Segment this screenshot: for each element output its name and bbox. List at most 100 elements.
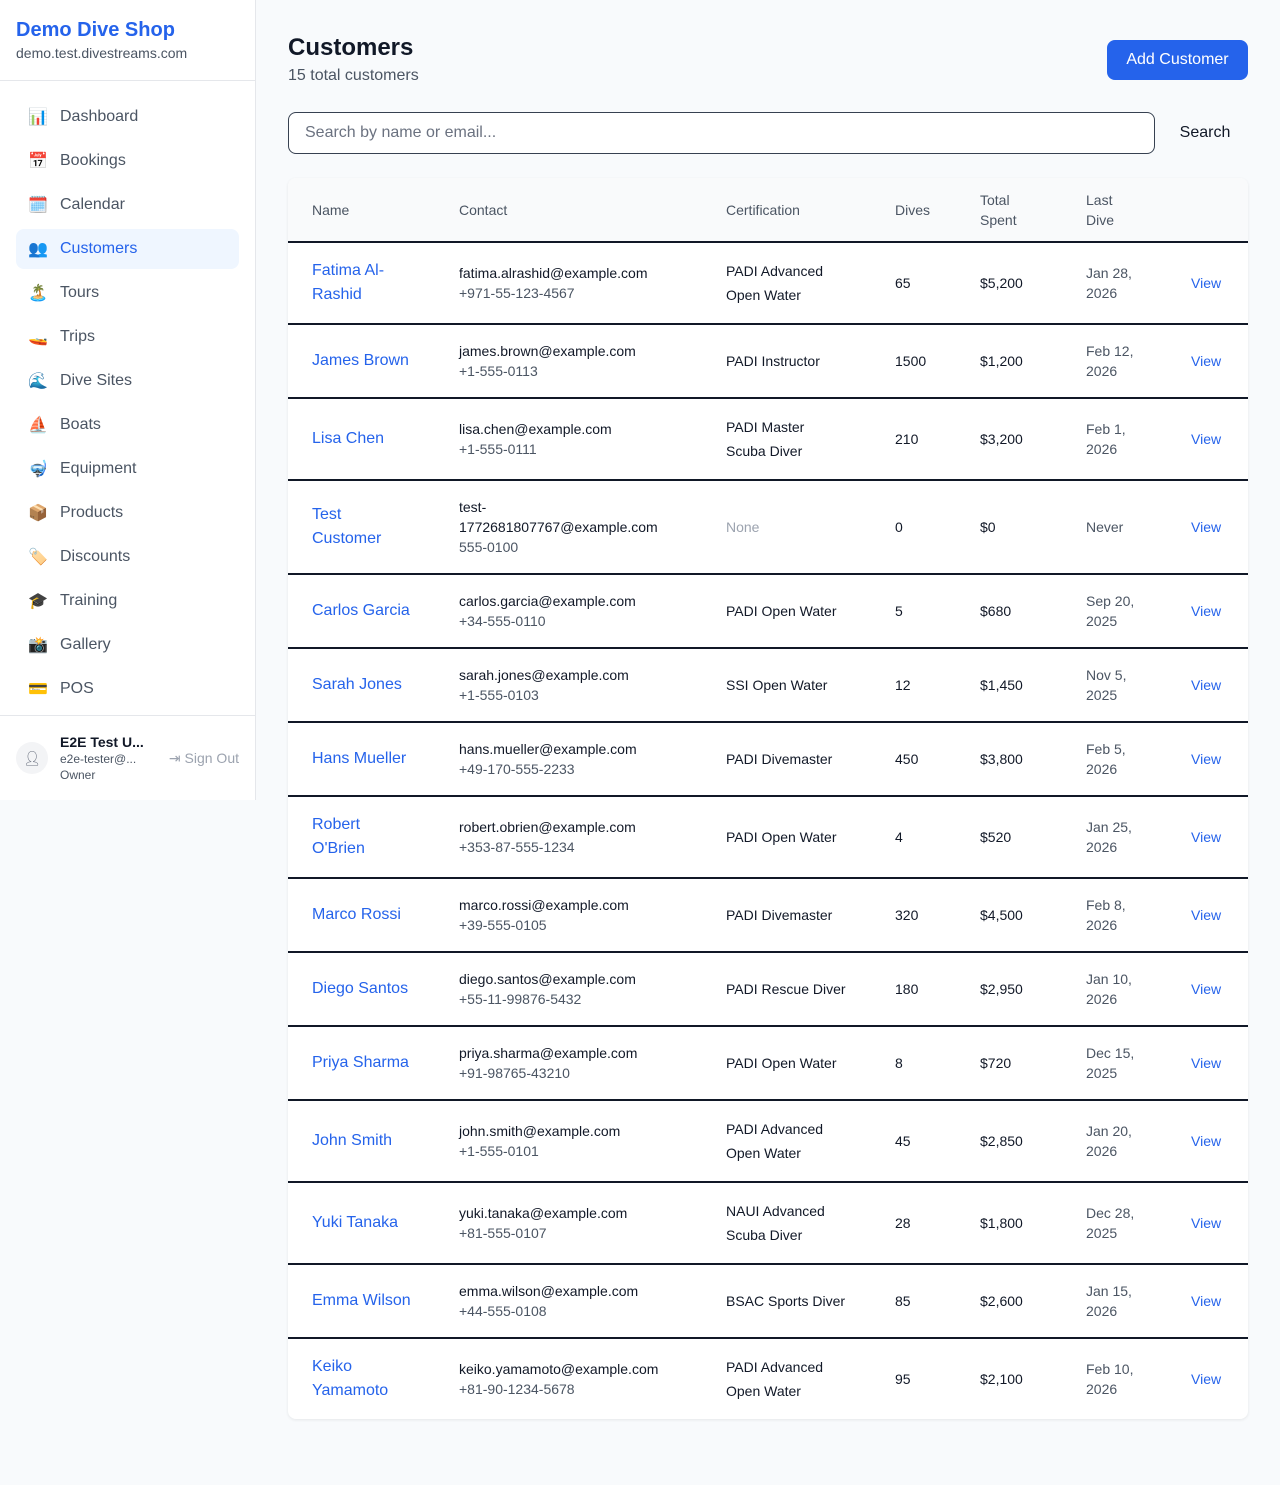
customer-name-link[interactable]: Test Customer xyxy=(312,506,382,547)
customer-name-link[interactable]: James Brown xyxy=(312,352,409,369)
column-header: Contact xyxy=(459,178,726,243)
customer-name-link[interactable]: Fatima Al-Rashid xyxy=(312,262,385,303)
view-customer-link[interactable]: View xyxy=(1191,1133,1222,1149)
sidebar-item-gallery[interactable]: 📸 Gallery xyxy=(16,625,239,665)
customer-name-link[interactable]: Marco Rossi xyxy=(312,906,401,923)
sidebar-item-trips[interactable]: 🚤 Trips xyxy=(16,317,239,357)
total-spent: $0 xyxy=(980,519,996,535)
certification: PADI Instructor xyxy=(726,353,820,369)
shop-url: demo.test.divestreams.com xyxy=(16,45,188,61)
products-icon: 📦 xyxy=(28,505,48,522)
sidebar-item-dashboard[interactable]: 📊 Dashboard xyxy=(16,97,239,137)
user-icon: 👤︎ xyxy=(16,742,48,774)
certification: None xyxy=(726,519,760,535)
view-customer-link[interactable]: View xyxy=(1191,603,1222,619)
certification: PADI Advanced Open Water xyxy=(726,1121,824,1161)
customer-name-link[interactable]: Hans Mueller xyxy=(312,750,407,767)
customer-name-link[interactable]: Sarah Jones xyxy=(312,676,402,693)
customer-email: emma.wilson@example.com xyxy=(459,1283,639,1299)
column-header-label: Dives xyxy=(895,201,931,218)
sign-out-button[interactable]: ⇥ Sign Out xyxy=(169,750,239,767)
view-customer-link[interactable]: View xyxy=(1191,353,1222,369)
last-dive: Dec 28, 2025 xyxy=(1086,1205,1135,1241)
view-customer-link[interactable]: View xyxy=(1191,907,1222,923)
table-row: Robert O'Brien robert.obrien@example.com… xyxy=(288,796,1248,879)
sidebar-item-equipment[interactable]: 🤿 Equipment xyxy=(16,449,239,489)
last-dive: Sep 20, 2025 xyxy=(1086,593,1135,629)
total-spent: $5,200 xyxy=(980,275,1023,291)
training-icon: 🎓 xyxy=(28,593,48,610)
sidebar-item-boats[interactable]: ⛵ Boats xyxy=(16,405,239,445)
certification: PADI Divemaster xyxy=(726,907,833,923)
search-button[interactable]: Search xyxy=(1162,112,1248,154)
sidebar-item-discounts[interactable]: 🏷️ Discounts xyxy=(16,537,239,577)
sidebar-item-label: Tours xyxy=(60,284,100,301)
certification: PADI Rescue Diver xyxy=(726,981,846,997)
certification: PADI Open Water xyxy=(726,1055,837,1071)
customer-name-link[interactable]: John Smith xyxy=(312,1132,393,1149)
customer-name-link[interactable]: Diego Santos xyxy=(312,980,409,997)
customer-email: keiko.yamamoto@example.com xyxy=(459,1361,659,1377)
customer-count: 15 total customers xyxy=(288,67,419,84)
customer-name-link[interactable]: Carlos Garcia xyxy=(312,602,410,619)
view-customer-link[interactable]: View xyxy=(1191,519,1222,535)
total-spent: $520 xyxy=(980,829,1012,845)
table-row: Emma Wilson emma.wilson@example.com +44-5… xyxy=(288,1264,1248,1339)
table-row: Keiko Yamamoto keiko.yamamoto@example.co… xyxy=(288,1338,1248,1419)
total-spent: $1,450 xyxy=(980,677,1023,693)
table-row: James Brown james.brown@example.com +1-55… xyxy=(288,324,1248,399)
customer-phone: +81-90-1234-5678 xyxy=(459,1381,575,1397)
dashboard-icon: 📊 xyxy=(28,109,48,126)
view-customer-link[interactable]: View xyxy=(1191,1215,1222,1231)
sidebar-item-dive-sites[interactable]: 🌊 Dive Sites xyxy=(16,361,239,401)
add-customer-button[interactable]: Add Customer xyxy=(1107,40,1248,80)
sidebar-item-label: Equipment xyxy=(60,460,137,477)
customer-email: john.smith@example.com xyxy=(459,1123,621,1139)
table-row: Lisa Chen lisa.chen@example.com +1-555-01… xyxy=(288,398,1248,481)
last-dive: Feb 1, 2026 xyxy=(1086,421,1126,457)
view-customer-link[interactable]: View xyxy=(1191,431,1222,447)
customer-name-link[interactable]: Priya Sharma xyxy=(312,1054,409,1071)
view-customer-link[interactable]: View xyxy=(1191,1055,1222,1071)
dive-count: 8 xyxy=(895,1055,903,1071)
customer-phone: +49-170-555-2233 xyxy=(459,761,575,777)
view-customer-link[interactable]: View xyxy=(1191,677,1222,693)
customer-name-link[interactable]: Lisa Chen xyxy=(312,430,385,447)
view-customer-link[interactable]: View xyxy=(1191,1371,1222,1387)
customer-name-link[interactable]: Keiko Yamamoto xyxy=(312,1358,389,1399)
table-row: Test Customer test-1772681807767@example… xyxy=(288,480,1248,575)
sidebar-item-bookings[interactable]: 📅 Bookings xyxy=(16,141,239,181)
sidebar-item-products[interactable]: 📦 Products xyxy=(16,493,239,533)
customer-name-link[interactable]: Emma Wilson xyxy=(312,1292,411,1309)
dive-count: 4 xyxy=(895,829,903,845)
view-customer-link[interactable]: View xyxy=(1191,981,1222,997)
view-customer-link[interactable]: View xyxy=(1191,829,1222,845)
column-header: Certification xyxy=(726,178,895,243)
sidebar-item-tours[interactable]: 🏝️ Tours xyxy=(16,273,239,313)
user-panel: 👤︎ E2E Test U... e2e-tester@... Owner ⇥ … xyxy=(0,715,255,800)
customers-table-card: Name Contact Certification Dives Total Spent… xyxy=(288,178,1248,1419)
sidebar-item-pos[interactable]: 💳 POS xyxy=(16,669,239,709)
sign-out-label: Sign Out xyxy=(184,749,239,766)
view-customer-link[interactable]: View xyxy=(1191,1293,1222,1309)
certification: PADI Advanced Open Water xyxy=(726,1359,824,1399)
customer-name-link[interactable]: Robert O'Brien xyxy=(312,816,365,857)
search-input[interactable] xyxy=(288,112,1155,154)
total-spent: $3,800 xyxy=(980,751,1023,767)
total-spent: $1,200 xyxy=(980,353,1023,369)
discounts-icon: 🏷️ xyxy=(28,549,48,566)
customer-name-link[interactable]: Yuki Tanaka xyxy=(312,1214,398,1231)
sidebar-item-calendar[interactable]: 🗓️ Calendar xyxy=(16,185,239,225)
table-row: Hans Mueller hans.mueller@example.com +49… xyxy=(288,722,1248,797)
last-dive: Jan 25, 2026 xyxy=(1086,819,1132,855)
trips-icon: 🚤 xyxy=(28,329,48,346)
sidebar-item-training[interactable]: 🎓 Training xyxy=(16,581,239,621)
view-customer-link[interactable]: View xyxy=(1191,751,1222,767)
sidebar-item-customers[interactable]: 👥 Customers xyxy=(16,229,239,269)
pos-icon: 💳 xyxy=(28,681,48,698)
customer-phone: +1-555-0101 xyxy=(459,1143,539,1159)
table-row: Fatima Al-Rashid fatima.alrashid@example… xyxy=(288,242,1248,325)
view-customer-link[interactable]: View xyxy=(1191,275,1222,291)
customer-email: lisa.chen@example.com xyxy=(459,421,612,437)
shop-name[interactable]: Demo Dive Shop xyxy=(16,19,175,41)
